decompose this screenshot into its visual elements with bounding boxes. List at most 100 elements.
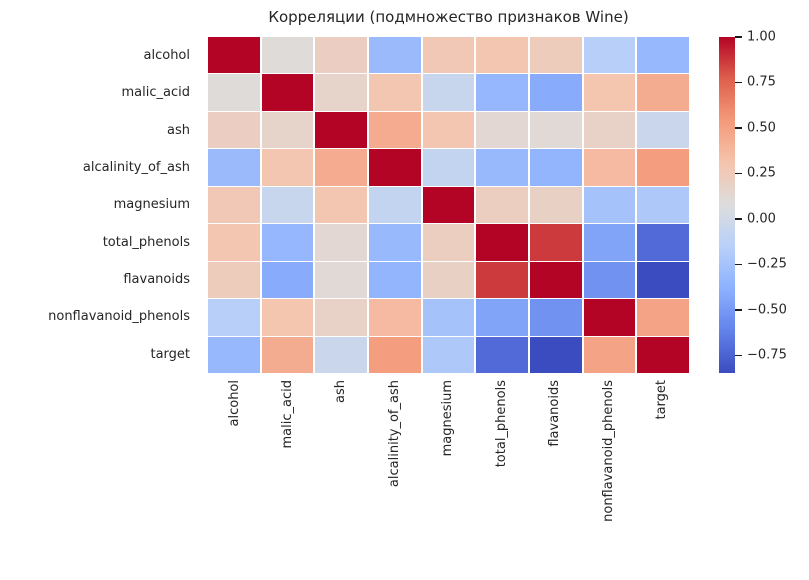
heatmap-cell-ash-alcohol [208,111,260,149]
heatmap-cell-magnesium-alcalinity_of_ash [369,186,421,224]
heatmap-cell-malic_acid-magnesium [422,74,475,111]
x-axis-labels: alcohol malic_acid ash alcalinity_of_ash mag… [208,380,689,576]
heatmap-cell-target-ash [315,336,367,373]
heatmap-cell-alcohol-flavanoids [530,37,582,74]
heatmap-cell-target-magnesium [422,336,475,373]
colorbar-tick-label: 0.25 [747,165,776,181]
heatmap-cell-flavanoids-malic_acid [261,261,314,299]
colorbar-tick-mark [735,309,742,311]
heatmap-cell-flavanoids-nonflavanoid_phenols [583,261,636,299]
colorbar-tick-label: 1.00 [747,29,776,45]
heatmap-cell-alcohol-magnesium [422,37,475,74]
x-tick-label-magnesium: magnesium [440,380,456,457]
x-tick-label-nonflavanoid_phenols: nonflavanoid_phenols [600,380,616,522]
heatmap-cell-target-malic_acid [261,336,314,373]
heatmap-grid [208,37,689,373]
colorbar-tick-label: −0.25 [747,256,787,272]
heatmap-cell-magnesium-total_phenols [476,186,528,224]
x-tick-label-target: target [654,380,670,420]
heatmap-cell-total_phenols-ash [315,224,367,261]
y-tick-label-target: target [150,346,190,362]
heatmap-cell-alcalinity_of_ash-flavanoids [530,149,582,186]
heatmap-cell-nonflavanoid_phenols-flavanoids [530,299,582,336]
heatmap-cell-flavanoids-total_phenols [476,261,528,299]
heatmap-cell-alcalinity_of_ash-alcalinity_of_ash [369,149,421,186]
y-tick-label-nonflavanoid_phenols: nonflavanoid_phenols [48,309,190,325]
heatmap-cell-malic_acid-target [637,74,689,111]
y-tick-label-alcohol: alcohol [143,48,190,64]
heatmap-cell-target-target [637,336,689,373]
heatmap-cell-target-alcalinity_of_ash [369,336,421,373]
heatmap-cell-nonflavanoid_phenols-total_phenols [476,299,528,336]
x-tick-label-flavanoids: flavanoids [547,380,563,447]
x-tick-label-alcohol: alcohol [226,380,242,427]
heatmap-cell-ash-total_phenols [476,111,528,149]
colorbar-tick-label: 0.75 [747,74,776,90]
heatmap-cell-total_phenols-nonflavanoid_phenols [583,224,636,261]
heatmap-cell-total_phenols-alcohol [208,224,260,261]
y-tick-label-malic_acid: malic_acid [121,85,190,101]
heatmap-cell-alcohol-alcalinity_of_ash [369,37,421,74]
heatmap-cell-malic_acid-malic_acid [261,74,314,111]
heatmap-cell-ash-nonflavanoid_phenols [583,111,636,149]
colorbar-gradient [719,37,735,373]
heatmap-cell-total_phenols-flavanoids [530,224,582,261]
heatmap-cell-nonflavanoid_phenols-alcohol [208,299,260,336]
heatmap-cell-nonflavanoid_phenols-target [637,299,689,336]
heatmap-cell-alcohol-total_phenols [476,37,528,74]
heatmap-cell-total_phenols-malic_acid [261,224,314,261]
heatmap-cell-ash-magnesium [422,111,475,149]
heatmap-cell-magnesium-target [637,186,689,224]
heatmap-cell-magnesium-flavanoids [530,186,582,224]
heatmap-cell-malic_acid-ash [315,74,367,111]
heatmap-cell-magnesium-alcohol [208,186,260,224]
heatmap-cell-nonflavanoid_phenols-alcalinity_of_ash [369,299,421,336]
y-tick-label-ash: ash [167,122,190,138]
chart-title: Корреляции (подмножество признаков Wine) [268,8,629,26]
heatmap-cell-flavanoids-target [637,261,689,299]
heatmap-cell-malic_acid-flavanoids [530,74,582,111]
heatmap-cell-flavanoids-alcalinity_of_ash [369,261,421,299]
heatmap-cell-magnesium-malic_acid [261,186,314,224]
heatmap-cell-nonflavanoid_phenols-ash [315,299,367,336]
heatmap-cell-alcalinity_of_ash-ash [315,149,367,186]
heatmap-cell-target-nonflavanoid_phenols [583,336,636,373]
heatmap-cell-alcalinity_of_ash-target [637,149,689,186]
heatmap-cell-malic_acid-alcalinity_of_ash [369,74,421,111]
heatmap-cell-alcohol-nonflavanoid_phenols [583,37,636,74]
y-tick-label-magnesium: magnesium [113,197,190,213]
heatmap-cell-malic_acid-nonflavanoid_phenols [583,74,636,111]
heatmap-cell-ash-ash [315,111,367,149]
heatmap-cell-alcalinity_of_ash-malic_acid [261,149,314,186]
heatmap-cell-nonflavanoid_phenols-magnesium [422,299,475,336]
heatmap-cell-alcohol-target [637,37,689,74]
heatmap-cell-target-flavanoids [530,336,582,373]
colorbar-tick-label: 0.50 [747,120,776,136]
y-tick-label-alcalinity_of_ash: alcalinity_of_ash [82,160,190,176]
heatmap-cell-total_phenols-alcalinity_of_ash [369,224,421,261]
heatmap-cell-alcalinity_of_ash-total_phenols [476,149,528,186]
x-tick-label-ash: ash [333,380,349,403]
heatmap-cell-ash-alcalinity_of_ash [369,111,421,149]
heatmap-cell-magnesium-nonflavanoid_phenols [583,186,636,224]
heatmap-cell-flavanoids-magnesium [422,261,475,299]
colorbar-tick-mark [735,81,742,84]
heatmap-cell-nonflavanoid_phenols-nonflavanoid_phenols [583,299,636,336]
heatmap-cell-flavanoids-ash [315,261,367,299]
heatmap-cell-total_phenols-magnesium [422,224,475,261]
heatmap-cell-target-total_phenols [476,336,528,373]
x-tick-label-alcalinity_of_ash: alcalinity_of_ash [386,380,402,488]
heatmap-cell-alcalinity_of_ash-magnesium [422,149,475,186]
colorbar-tick-mark [735,263,742,266]
colorbar-tick-label: −0.50 [747,302,787,318]
heatmap-cell-magnesium-magnesium [422,186,475,224]
heatmap-cell-flavanoids-alcohol [208,261,260,299]
heatmap-cell-ash-malic_acid [261,111,314,149]
colorbar-tick-mark [735,354,742,357]
heatmap-cell-malic_acid-total_phenols [476,74,528,111]
y-tick-label-flavanoids: flavanoids [123,272,190,288]
heatmap-cell-ash-target [637,111,689,149]
heatmap-cell-total_phenols-target [637,224,689,261]
heatmap-cell-alcohol-malic_acid [261,37,314,74]
